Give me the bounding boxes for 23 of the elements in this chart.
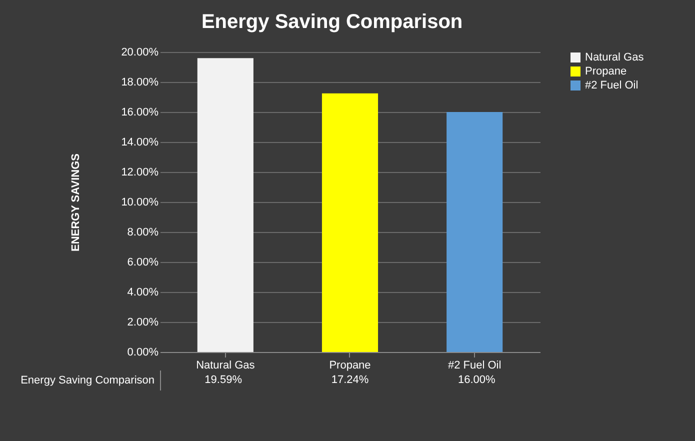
x-tick-label: #2 Fuel Oil <box>448 360 502 372</box>
x-tick-label: Propane <box>329 360 371 372</box>
y-tick-label: 6.00% <box>127 256 159 268</box>
data-label: 16.00% <box>458 374 496 386</box>
y-tick-label: 10.00% <box>121 196 159 208</box>
legend-label: Natural Gas <box>585 52 644 64</box>
data-label: 19.59% <box>204 374 242 386</box>
legend-label: Propane <box>585 66 627 78</box>
y-tick-label: 12.00% <box>121 166 159 178</box>
y-tick-label: 2.00% <box>127 316 159 328</box>
y-tick-label: 18.00% <box>121 76 159 88</box>
x-tick-label: Natural Gas <box>196 360 256 372</box>
y-tick-label: 14.00% <box>121 136 159 148</box>
text: Energy Saving Comparison <box>20 374 154 386</box>
y-tick-label: 0.00% <box>127 346 159 358</box>
chart-title: Energy Saving Comparison <box>201 11 463 33</box>
y-tick-label: 4.00% <box>127 286 159 298</box>
data-label: 17.24% <box>331 374 369 386</box>
legend-label: #2 Fuel Oil <box>585 80 638 92</box>
y-tick-label: 16.00% <box>121 106 159 118</box>
y-tick-label: 20.00% <box>121 46 159 58</box>
y-axis-title: ENERGY SAVINGS <box>70 153 82 252</box>
y-tick-label: 8.00% <box>127 226 159 238</box>
